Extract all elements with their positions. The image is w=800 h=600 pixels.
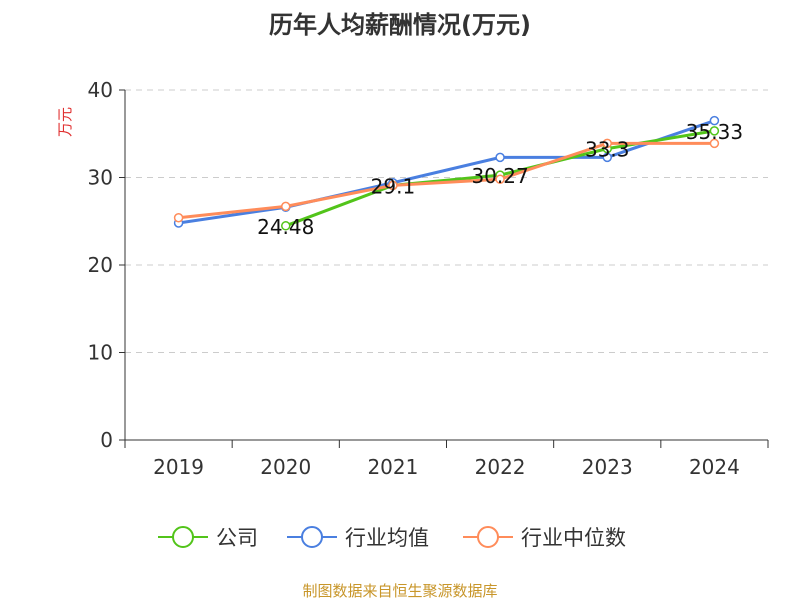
y-tick-label: 40: [88, 78, 113, 102]
data-point[interactable]: [173, 213, 184, 223]
legend-label: 行业中位数: [521, 526, 626, 550]
legend-label: 公司: [216, 526, 258, 550]
legend-label: 行业均值: [345, 526, 429, 550]
data-point[interactable]: [602, 138, 612, 149]
series-line-1: [178, 119, 715, 225]
legend-circle-icon: [301, 526, 323, 548]
data-label: 29.1: [371, 174, 416, 198]
data-point[interactable]: [281, 201, 291, 212]
y-tick-label: 0: [100, 428, 113, 452]
series-line-2: [178, 141, 715, 220]
data-label: 24.48: [257, 215, 314, 239]
data-point[interactable]: [388, 180, 398, 191]
legend-circle-icon: [477, 526, 499, 548]
footer-source: 制图数据来自恒生聚源数据库: [302, 582, 497, 600]
legend-item[interactable]: 行业中位数: [463, 526, 626, 550]
data-label: 30.27: [471, 164, 528, 188]
y-tick-label: 10: [88, 341, 113, 365]
data-point[interactable]: [495, 152, 505, 163]
legend-circle-icon: [172, 526, 194, 548]
y-tick-label: 30: [88, 166, 113, 190]
x-tick-label: 2020: [260, 455, 311, 479]
legend-item[interactable]: 公司: [158, 526, 258, 550]
chart-title: 历年人均薪酬情况(万元): [269, 11, 531, 39]
x-tick-label: 2019: [153, 455, 204, 479]
y-tick-label: 20: [88, 253, 113, 277]
data-point[interactable]: [709, 138, 720, 149]
x-tick-label: 2024: [689, 455, 740, 479]
x-tick-label: 2021: [367, 455, 418, 479]
data-label: 33.3: [585, 138, 630, 162]
data-point[interactable]: [709, 115, 720, 126]
data-point[interactable]: [281, 221, 291, 231]
data-point[interactable]: [495, 174, 505, 184]
data-label: 35.33: [686, 120, 743, 144]
x-tick-label: 2023: [582, 455, 633, 479]
data-point[interactable]: [709, 126, 720, 136]
x-tick-label: 2022: [475, 455, 526, 479]
legend-item[interactable]: 行业均值: [287, 526, 429, 550]
y-axis-label: 万元: [56, 107, 74, 137]
